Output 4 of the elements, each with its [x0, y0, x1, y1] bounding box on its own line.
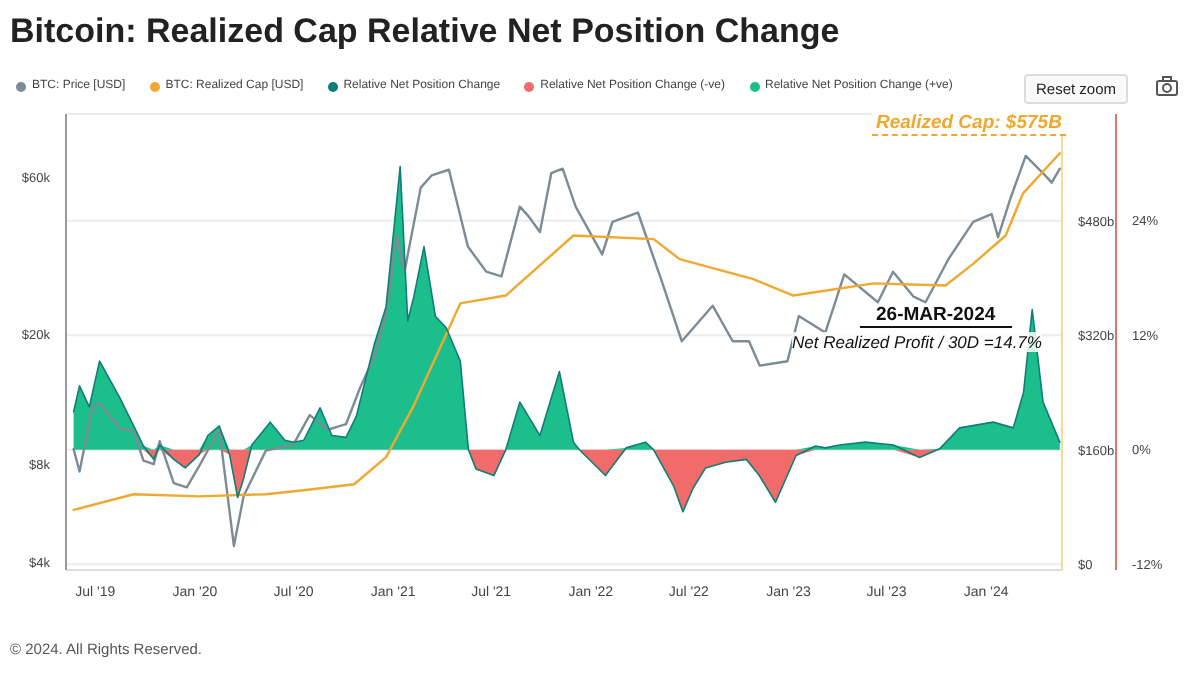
annotation: 26-MAR-2024: [860, 304, 1012, 328]
annotation: Realized Cap: $575B: [872, 112, 1066, 136]
annotation: Net Realized Profit / 30D =14.7%: [792, 332, 1042, 352]
chart-title: Bitcoin: Realized Cap Relative Net Position Change: [10, 12, 840, 52]
